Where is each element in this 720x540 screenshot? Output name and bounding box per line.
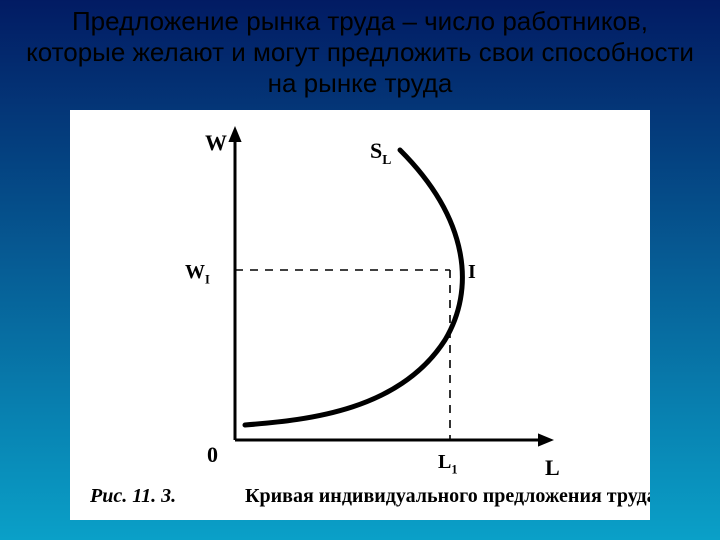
svg-text:L: L [545, 455, 560, 480]
svg-text:WI: WI [185, 261, 210, 287]
labor-supply-figure: W L 0 SL I WI L1 Рис. 11. 3. Кривая индивидуальн… [70, 110, 650, 520]
slide-root: Предложение рынка труда – число работник… [0, 0, 720, 540]
slide-title: Предложение рынка труда – число работник… [0, 6, 720, 100]
figure-svg: W L 0 SL I WI L1 Рис. 11. 3. Кривая индивидуальн… [70, 110, 650, 520]
svg-text:0: 0 [207, 442, 218, 467]
svg-text:SL: SL [370, 138, 391, 167]
svg-text:Рис. 11. 3.: Рис. 11. 3. [89, 485, 176, 507]
svg-text:W: W [205, 130, 227, 155]
svg-text:I: I [468, 261, 476, 283]
svg-text:Кривая индивидуального предлож: Кривая индивидуального предложения труда [245, 485, 650, 507]
svg-text:L1: L1 [438, 451, 458, 477]
